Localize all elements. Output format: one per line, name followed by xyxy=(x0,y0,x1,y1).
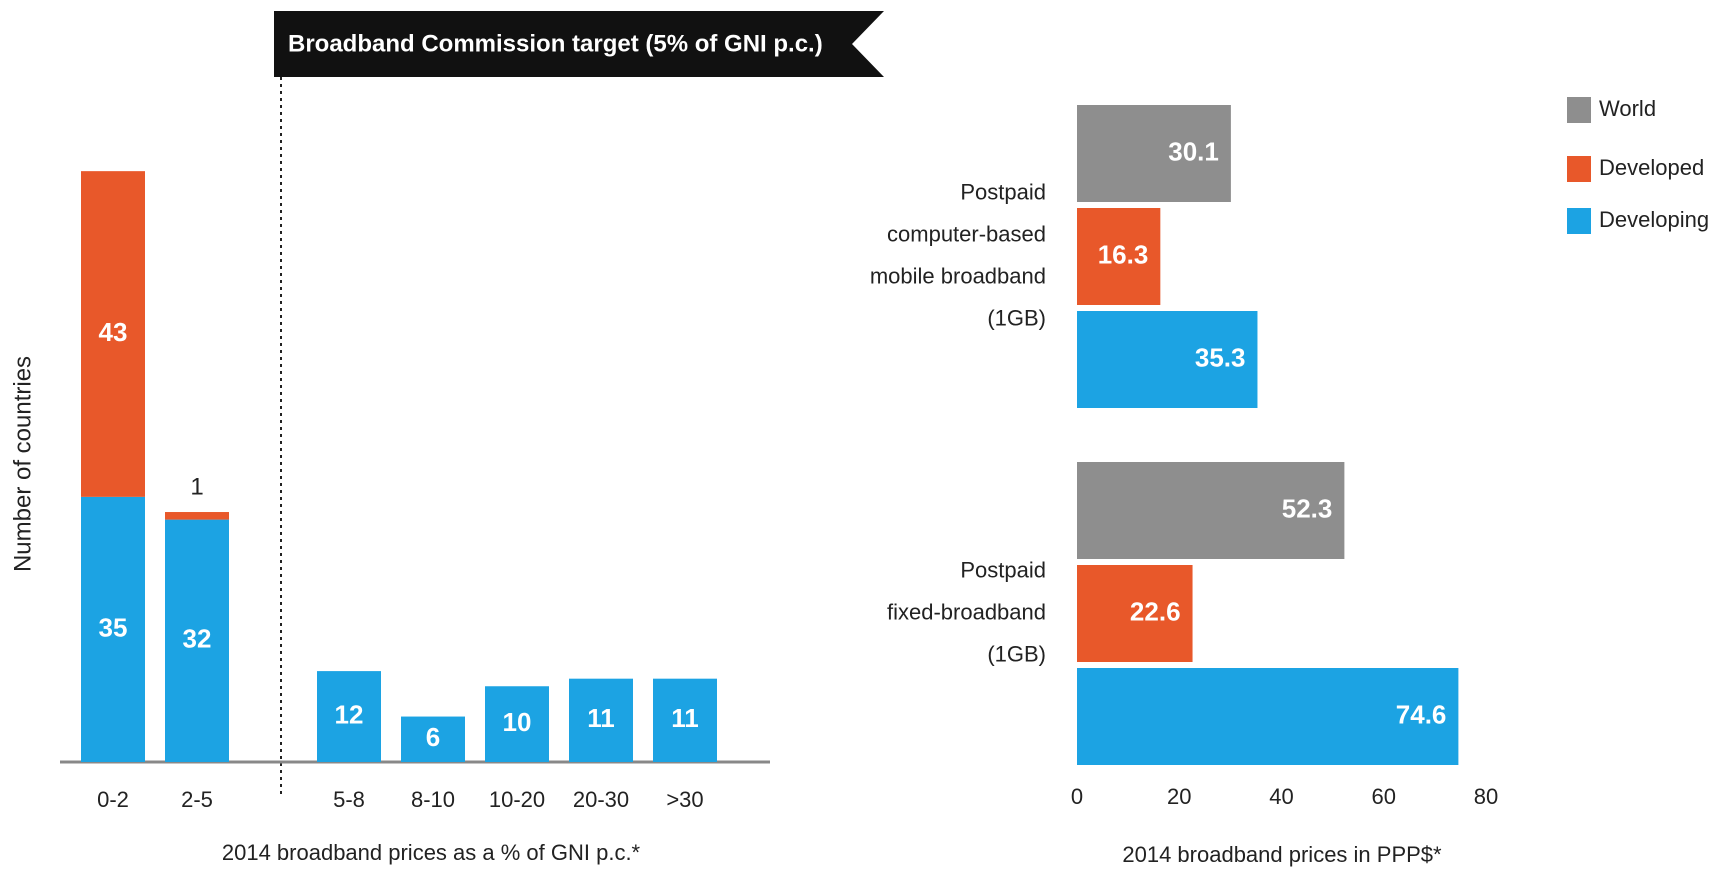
x-tick-label: 10-20 xyxy=(489,787,545,812)
value-label: 43 xyxy=(99,317,128,347)
bar xyxy=(401,716,465,762)
x-tick-label: 8-10 xyxy=(411,787,455,812)
bar xyxy=(485,686,549,762)
bar xyxy=(1077,462,1345,559)
annotation-banner xyxy=(274,11,884,77)
x-tick-label: 60 xyxy=(1372,784,1396,809)
x-axis-title: 2014 broadband prices in PPP$* xyxy=(1122,842,1442,867)
legend-swatch xyxy=(1567,97,1591,123)
bar xyxy=(1077,208,1161,305)
bar xyxy=(1077,668,1459,765)
x-tick-label: 20-30 xyxy=(573,787,629,812)
x-tick-label: 40 xyxy=(1269,784,1293,809)
value-label: 30.1 xyxy=(1168,136,1219,166)
bar xyxy=(81,171,145,497)
x-tick-label: 2-5 xyxy=(181,787,213,812)
legend-swatch xyxy=(1567,208,1591,234)
bar xyxy=(165,519,229,762)
value-label: 52.3 xyxy=(1282,493,1333,523)
value-label: 6 xyxy=(426,722,440,752)
legend-label: Developing xyxy=(1599,207,1709,232)
value-label: 35.3 xyxy=(1195,342,1246,372)
value-label: 74.6 xyxy=(1396,699,1447,729)
bar xyxy=(1077,565,1193,662)
value-label: 10 xyxy=(503,707,532,737)
value-label: 22.6 xyxy=(1130,596,1181,626)
y-axis-title: Number of countries xyxy=(9,356,36,572)
legend-label: Developed xyxy=(1599,155,1704,180)
bar xyxy=(1077,311,1258,408)
value-label: 16.3 xyxy=(1098,239,1149,269)
value-label: 32 xyxy=(183,624,212,654)
value-label: 12 xyxy=(335,699,364,729)
value-label: 11 xyxy=(587,703,615,733)
x-axis-title: 2014 broadband prices as a % of GNI p.c.… xyxy=(222,840,641,865)
x-tick-label: 80 xyxy=(1474,784,1498,809)
x-tick-label: 5-8 xyxy=(333,787,365,812)
value-label: 1 xyxy=(190,473,203,500)
bar xyxy=(81,496,145,762)
x-tick-label: 0-2 xyxy=(97,787,129,812)
bar xyxy=(1077,105,1231,202)
legend-swatch xyxy=(1567,156,1591,182)
annotation: Broadband Commission target (5% of GNI p… xyxy=(288,30,823,57)
y-tick-label: Postpaid fixed-broadband (1GB) xyxy=(887,557,1046,666)
x-tick-label: 20 xyxy=(1167,784,1191,809)
value-label: 35 xyxy=(99,612,128,642)
bar xyxy=(569,678,633,762)
x-tick-label: 0 xyxy=(1071,784,1083,809)
value-label: 11 xyxy=(671,703,699,733)
x-tick-label: >30 xyxy=(666,787,703,812)
bar xyxy=(317,671,381,762)
bar xyxy=(165,512,229,520)
y-tick-label: Postpaid computer-based mobile broadband (1… xyxy=(870,179,1046,330)
bar xyxy=(653,678,717,762)
legend-label: World xyxy=(1599,96,1656,121)
